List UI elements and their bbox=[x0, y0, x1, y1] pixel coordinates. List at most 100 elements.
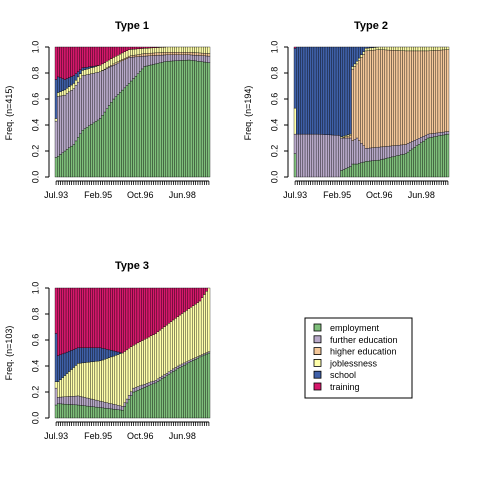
bar-segment-school bbox=[88, 347, 91, 363]
bar-segment-higher-education bbox=[380, 49, 383, 148]
bar-segment-school bbox=[107, 349, 111, 358]
bar-segment-further-education bbox=[304, 133, 308, 178]
bar-segment-joblessness bbox=[402, 46, 405, 51]
bar-segment-training bbox=[194, 287, 197, 305]
bar-segment-further-education bbox=[391, 145, 394, 158]
bar-segment-further-education bbox=[384, 146, 388, 159]
bar-segment-employment bbox=[72, 404, 76, 419]
bar-segment-further-education bbox=[138, 56, 142, 72]
bar-segment-further-education bbox=[355, 137, 359, 165]
bar-segment-employment bbox=[105, 108, 109, 178]
bar-segment-further-education bbox=[114, 63, 118, 97]
bar-segment-employment bbox=[76, 137, 80, 178]
bar-segment-joblessness bbox=[76, 363, 80, 397]
bar-segment-employment bbox=[411, 148, 414, 178]
bar-segment-employment bbox=[346, 167, 350, 178]
bar-segment-joblessness bbox=[141, 340, 144, 386]
bar-segment-joblessness bbox=[116, 354, 120, 406]
bar-segment-further-education bbox=[65, 93, 69, 150]
bar-segment-joblessness bbox=[349, 133, 352, 136]
bar-segment-employment bbox=[207, 62, 211, 178]
bar-segment-employment bbox=[183, 60, 186, 178]
bar-segment-training bbox=[94, 46, 98, 67]
bar-segment-school bbox=[300, 46, 304, 135]
bar-segment-further-education bbox=[154, 380, 158, 384]
bar-segment-further-education bbox=[132, 387, 135, 393]
bar-segment-training bbox=[121, 46, 124, 54]
bar-segment-school bbox=[362, 46, 366, 52]
bar-segment-further-education bbox=[181, 363, 184, 367]
bar-segment-further-education bbox=[340, 137, 343, 171]
bar-segment-training bbox=[174, 287, 177, 319]
bar-segment-further-education bbox=[105, 68, 109, 109]
bar-segment-further-education bbox=[96, 72, 100, 121]
x-tick-label: Oct.96 bbox=[127, 190, 154, 200]
bar-segment-further-education bbox=[74, 395, 78, 406]
bar-segment-training bbox=[152, 46, 155, 48]
bar-segment-employment bbox=[393, 156, 397, 178]
bar-segment-joblessness bbox=[346, 134, 350, 137]
bar-segment-joblessness bbox=[145, 47, 149, 54]
bar-segment-joblessness bbox=[404, 46, 408, 52]
bar-segment-joblessness bbox=[442, 46, 445, 51]
bar-segment-employment bbox=[167, 374, 171, 419]
bar-segment-employment bbox=[362, 161, 366, 178]
bar-segment-further-education bbox=[189, 54, 193, 61]
bar-segment-school bbox=[342, 46, 346, 137]
bar-segment-further-education bbox=[420, 137, 423, 143]
bar-segment-joblessness bbox=[114, 56, 118, 63]
bar-segment-training bbox=[79, 287, 82, 348]
bar-segment-further-education bbox=[207, 351, 211, 354]
bar-segment-employment bbox=[203, 354, 206, 419]
bar-segment-school bbox=[302, 46, 306, 135]
bar-segment-school bbox=[358, 46, 361, 59]
bar-segment-training bbox=[101, 46, 104, 65]
bar-segment-training bbox=[99, 287, 102, 348]
bar-segment-employment bbox=[76, 404, 80, 419]
bar-segment-employment bbox=[96, 407, 100, 419]
bar-segment-joblessness bbox=[59, 91, 62, 97]
bar-segment-further-education bbox=[72, 88, 76, 145]
bar-segment-employment bbox=[112, 408, 115, 419]
bar-segment-further-education bbox=[99, 400, 102, 408]
bar-segment-joblessness bbox=[426, 46, 430, 52]
bar-segment-training bbox=[123, 46, 127, 53]
bar-segment-training bbox=[83, 46, 87, 68]
bar-segment-further-education bbox=[369, 147, 372, 162]
bar-segment-higher-education bbox=[138, 54, 142, 57]
bar-segment-higher-education bbox=[395, 50, 399, 146]
bar-segment-joblessness bbox=[61, 90, 65, 96]
bar-segment-joblessness bbox=[406, 46, 410, 52]
bar-segment-training bbox=[125, 287, 129, 351]
bar-segment-further-education bbox=[132, 56, 135, 79]
bar-segment-further-education bbox=[121, 60, 124, 91]
bar-segment-joblessness bbox=[422, 46, 425, 52]
bar-segment-further-education bbox=[183, 362, 186, 366]
axes: 0.0 0.2 0.4 0.6 0.8 1.0 Jul.93 Feb.95 Oct.96 Jun.… bbox=[30, 41, 210, 200]
bar-segment-joblessness bbox=[386, 46, 390, 51]
bar-segment-further-education bbox=[158, 377, 162, 381]
bar-segment-further-education bbox=[375, 147, 379, 161]
bar-segment-further-education bbox=[358, 140, 361, 164]
bar-segment-training bbox=[130, 46, 133, 50]
bar-segment-joblessness bbox=[380, 46, 383, 50]
bar-segment-employment bbox=[158, 62, 162, 178]
y-axis-label: Freq. (n=194) bbox=[243, 86, 253, 141]
bar-segment-joblessness bbox=[355, 61, 359, 65]
bar-segment-higher-education bbox=[125, 57, 129, 59]
bar-segment-training bbox=[145, 46, 149, 49]
bar-segment-joblessness bbox=[424, 46, 428, 52]
bar-segment-school bbox=[322, 46, 326, 135]
bar-segment-training bbox=[59, 287, 62, 355]
bar-segment-joblessness bbox=[74, 365, 78, 397]
bar-segment-higher-education bbox=[420, 50, 423, 138]
bar-segment-joblessness bbox=[431, 46, 434, 51]
bar-segment-training bbox=[105, 46, 109, 62]
bar-segment-training bbox=[200, 287, 204, 298]
bar-segment-higher-education bbox=[181, 52, 184, 55]
bar-segment-joblessness bbox=[99, 360, 102, 402]
bar-segment-joblessness bbox=[138, 341, 142, 386]
bar-segment-training bbox=[143, 46, 146, 49]
bar-segment-joblessness bbox=[123, 51, 127, 59]
bar-segment-higher-education bbox=[400, 50, 403, 146]
